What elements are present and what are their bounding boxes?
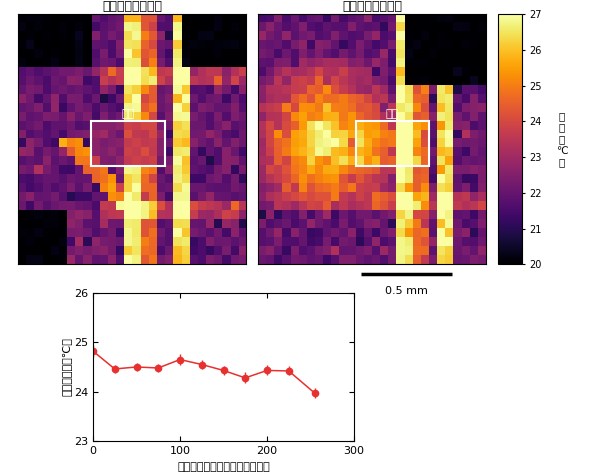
Bar	[356, 121, 429, 166]
Text: 0.5 mm: 0.5 mm	[385, 286, 428, 296]
Title: 表面弾性波　あり: 表面弾性波 あり	[342, 0, 402, 13]
Title: 表面弾性波　なし: 表面弾性波 なし	[102, 0, 162, 13]
Text: 薄膜: 薄膜	[121, 109, 134, 118]
Bar	[91, 121, 164, 166]
X-axis label: 交流信号の強さ（ミリワット）: 交流信号の強さ（ミリワット）	[177, 462, 270, 472]
Text: 薄膜: 薄膜	[386, 109, 399, 118]
Y-axis label: 温
度
（
℃
）: 温 度 （ ℃ ）	[556, 111, 568, 168]
Y-axis label: 薄膜の温度（℃）: 薄膜の温度（℃）	[61, 337, 71, 396]
